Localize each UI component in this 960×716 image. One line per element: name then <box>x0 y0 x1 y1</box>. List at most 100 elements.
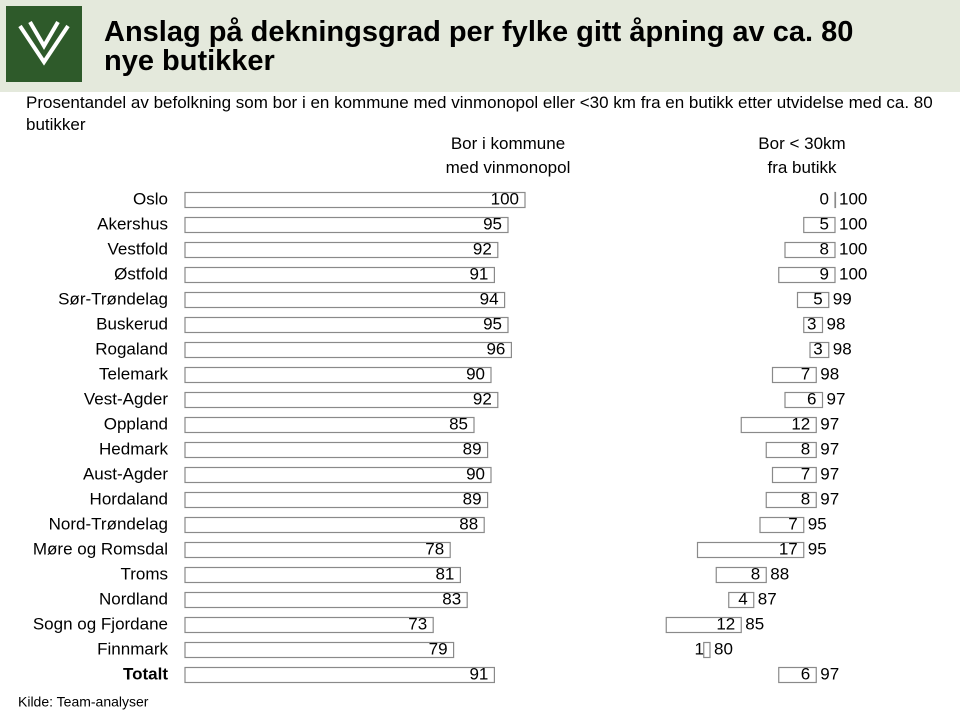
value-label: 12 <box>716 614 735 633</box>
bar-segment <box>740 416 817 434</box>
total-label: 99 <box>833 289 852 308</box>
value-label: 7 <box>801 364 810 383</box>
total-label: 100 <box>839 239 867 258</box>
bar-segment <box>803 316 824 334</box>
value-label: 94 <box>480 289 499 308</box>
value-label: 8 <box>751 564 760 583</box>
chart-title: Anslag på dekningsgrad per fylke gitt åp… <box>104 16 854 77</box>
y-tick-label: Vestfold <box>108 239 169 258</box>
value-label: 79 <box>429 639 448 658</box>
value-label: 12 <box>791 414 810 433</box>
y-tick-label: Nordland <box>99 589 168 608</box>
total-label: 97 <box>820 464 839 483</box>
bar-segment <box>784 241 836 259</box>
bar-segment <box>778 266 836 284</box>
value-label: 88 <box>459 514 478 533</box>
bar-segment <box>778 666 817 684</box>
y-tick-label: Troms <box>120 564 168 583</box>
y-tick-label: Sogn og Fjordane <box>33 614 168 633</box>
y-tick-label: Oslo <box>133 189 168 208</box>
bar <box>184 341 512 359</box>
value-label: 90 <box>466 464 485 483</box>
value-label: 8 <box>801 489 810 508</box>
y-tick-label: Sør-Trøndelag <box>58 289 168 308</box>
value-label: 1 <box>695 639 704 658</box>
value-label: 83 <box>442 589 461 608</box>
logo-mark <box>18 20 70 66</box>
bar-segment <box>759 516 805 534</box>
value-label: 92 <box>473 239 492 258</box>
source-note: Kilde: Team-analyser <box>18 694 149 710</box>
value-label: 91 <box>469 664 488 683</box>
bar-segment <box>696 541 805 559</box>
bar-segment <box>765 491 817 509</box>
total-label: 97 <box>820 664 839 683</box>
value-label: 95 <box>483 214 502 233</box>
bar-segment <box>765 441 817 459</box>
value-label: 89 <box>463 439 482 458</box>
bar <box>184 416 475 434</box>
bar <box>184 616 434 634</box>
y-tick-label: Akershus <box>97 214 168 233</box>
total-label: 100 <box>839 264 867 283</box>
bar <box>184 291 506 309</box>
bar <box>184 516 485 534</box>
value-label: 5 <box>820 214 829 233</box>
total-label: 97 <box>827 389 846 408</box>
y-tick-label: Finnmark <box>97 639 168 658</box>
total-label: 85 <box>745 614 764 633</box>
value-label: 91 <box>469 264 488 283</box>
total-label: 98 <box>833 339 852 358</box>
value-label: 78 <box>425 539 444 558</box>
total-label: 100 <box>839 214 867 233</box>
y-tick-label: Nord-Trøndelag <box>49 514 168 533</box>
total-label: 100 <box>839 189 867 208</box>
bar <box>184 641 455 659</box>
logo <box>6 6 82 82</box>
bar-segment <box>803 216 836 234</box>
total-label: 97 <box>820 414 839 433</box>
bar <box>184 266 495 284</box>
y-tick-label: Hordaland <box>90 489 168 508</box>
value-label: 6 <box>801 664 810 683</box>
bar <box>184 466 492 484</box>
bar-segment <box>834 191 837 209</box>
value-label: 3 <box>807 314 816 333</box>
bar <box>184 191 526 209</box>
total-label: 97 <box>820 439 839 458</box>
bar-segment <box>771 466 817 484</box>
y-tick-label: Vest-Agder <box>84 389 168 408</box>
value-label: 7 <box>788 514 797 533</box>
legend-label: Bor i kommune med vinmonopol <box>446 134 571 177</box>
value-label: 9 <box>820 264 829 283</box>
legend-label: Bor < 30km fra butikk <box>758 134 845 177</box>
value-label: 4 <box>738 589 747 608</box>
y-tick-label: Østfold <box>114 264 168 283</box>
bar <box>184 216 509 234</box>
value-label: 81 <box>435 564 454 583</box>
bar <box>184 441 489 459</box>
value-label: 0 <box>820 189 829 208</box>
bar-segment <box>784 391 824 409</box>
value-label: 73 <box>408 614 427 633</box>
value-label: 6 <box>807 389 816 408</box>
y-tick-label: Buskerud <box>96 314 168 333</box>
bar-segment <box>728 591 755 609</box>
value-label: 17 <box>779 539 798 558</box>
bar-segment <box>771 366 817 384</box>
value-label: 95 <box>483 314 502 333</box>
y-tick-label: Aust-Agder <box>83 464 168 483</box>
bar-segment <box>715 566 767 584</box>
value-label: 7 <box>801 464 810 483</box>
bar <box>184 591 468 609</box>
bar <box>184 366 492 384</box>
value-label: 96 <box>486 339 505 358</box>
total-label: 88 <box>770 564 789 583</box>
bar <box>184 541 451 559</box>
bar <box>184 241 499 259</box>
total-label: 97 <box>820 489 839 508</box>
bar <box>184 316 509 334</box>
value-label: 5 <box>813 289 822 308</box>
y-tick-label: Telemark <box>99 364 168 383</box>
